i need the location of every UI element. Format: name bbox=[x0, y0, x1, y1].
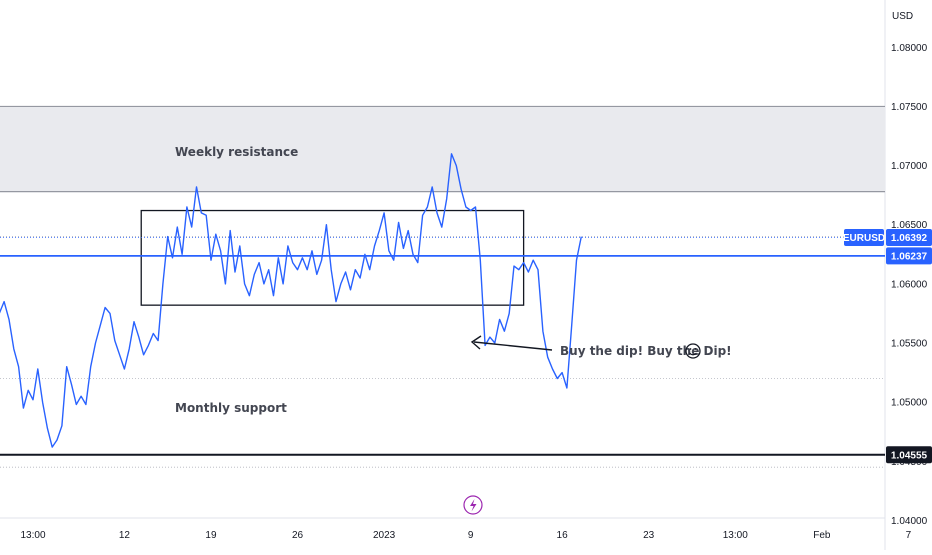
smiley-icon bbox=[685, 343, 701, 359]
y-tick-label: 1.07000 bbox=[891, 161, 928, 172]
symbol-badge: EURUSD bbox=[843, 229, 885, 247]
y-tick-label: 1.05500 bbox=[891, 339, 928, 350]
x-tick-label: 9 bbox=[468, 530, 474, 541]
x-tick-label: 13:00 bbox=[20, 530, 45, 541]
monthly-support-label: Monthly support bbox=[175, 401, 287, 415]
price-series-line[interactable] bbox=[0, 153, 582, 448]
horizontal-line-label: 1.06237 bbox=[891, 251, 928, 262]
x-tick-label: 2023 bbox=[373, 530, 396, 541]
buy-the-dip-arrow bbox=[473, 341, 553, 351]
y-tick-label: 1.04000 bbox=[891, 516, 928, 527]
last-price-badge: 1.06392 bbox=[886, 229, 932, 247]
symbol-label: EURUSD bbox=[843, 233, 885, 244]
x-tick-label: 16 bbox=[557, 530, 569, 541]
line-layer bbox=[0, 153, 885, 456]
y-tick-label: 1.06500 bbox=[891, 220, 928, 231]
range-box[interactable] bbox=[140, 209, 525, 306]
y-tick-label: 1.05000 bbox=[891, 398, 928, 409]
buy-the-dip-arrowhead bbox=[470, 335, 482, 350]
last-price-label: 1.06392 bbox=[891, 233, 928, 244]
y-tick-label: 1.08000 bbox=[891, 43, 928, 54]
x-tick-label: 23 bbox=[643, 530, 655, 541]
support-badge: 1.04555 bbox=[886, 446, 932, 464]
x-tick-label: 7 bbox=[906, 530, 912, 541]
x-tick-label: 19 bbox=[205, 530, 217, 541]
zone-layer bbox=[0, 105, 885, 193]
resistance-zone bbox=[0, 106, 885, 192]
y-tick-label: 1.06000 bbox=[891, 279, 928, 290]
x-tick-label: 26 bbox=[292, 530, 304, 541]
x-tick-label: 12 bbox=[119, 530, 131, 541]
annotation-layer bbox=[470, 335, 553, 351]
currency-label: USD bbox=[892, 11, 913, 22]
x-tick-label: 13:00 bbox=[723, 530, 748, 541]
y-tick-label: 1.07500 bbox=[891, 102, 928, 113]
weekly-resistance-label: Weekly resistance bbox=[175, 145, 298, 159]
horizontal-line-badge: 1.06237 bbox=[886, 247, 932, 265]
x-tick-label: Feb bbox=[813, 530, 831, 541]
lightning-icon[interactable] bbox=[463, 495, 483, 515]
support-label: 1.04555 bbox=[891, 450, 928, 461]
buy-the-dip-label: Buy the dip! Buy the Dip! bbox=[560, 344, 732, 358]
